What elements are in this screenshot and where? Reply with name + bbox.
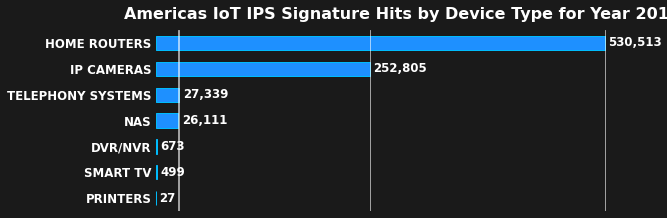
Text: 252,805: 252,805 <box>374 62 428 75</box>
Bar <box>156 88 179 102</box>
Text: 530,513: 530,513 <box>608 36 662 49</box>
Bar <box>156 62 370 76</box>
Text: 27,339: 27,339 <box>183 88 228 101</box>
Text: 27: 27 <box>159 192 176 205</box>
Title: Americas IoT IPS Signature Hits by Device Type for Year 2015: Americas IoT IPS Signature Hits by Devic… <box>123 7 667 22</box>
Bar <box>156 113 178 128</box>
Text: 499: 499 <box>160 166 185 179</box>
Text: 673: 673 <box>160 140 185 153</box>
Bar <box>156 36 605 50</box>
Text: 26,111: 26,111 <box>181 114 227 127</box>
